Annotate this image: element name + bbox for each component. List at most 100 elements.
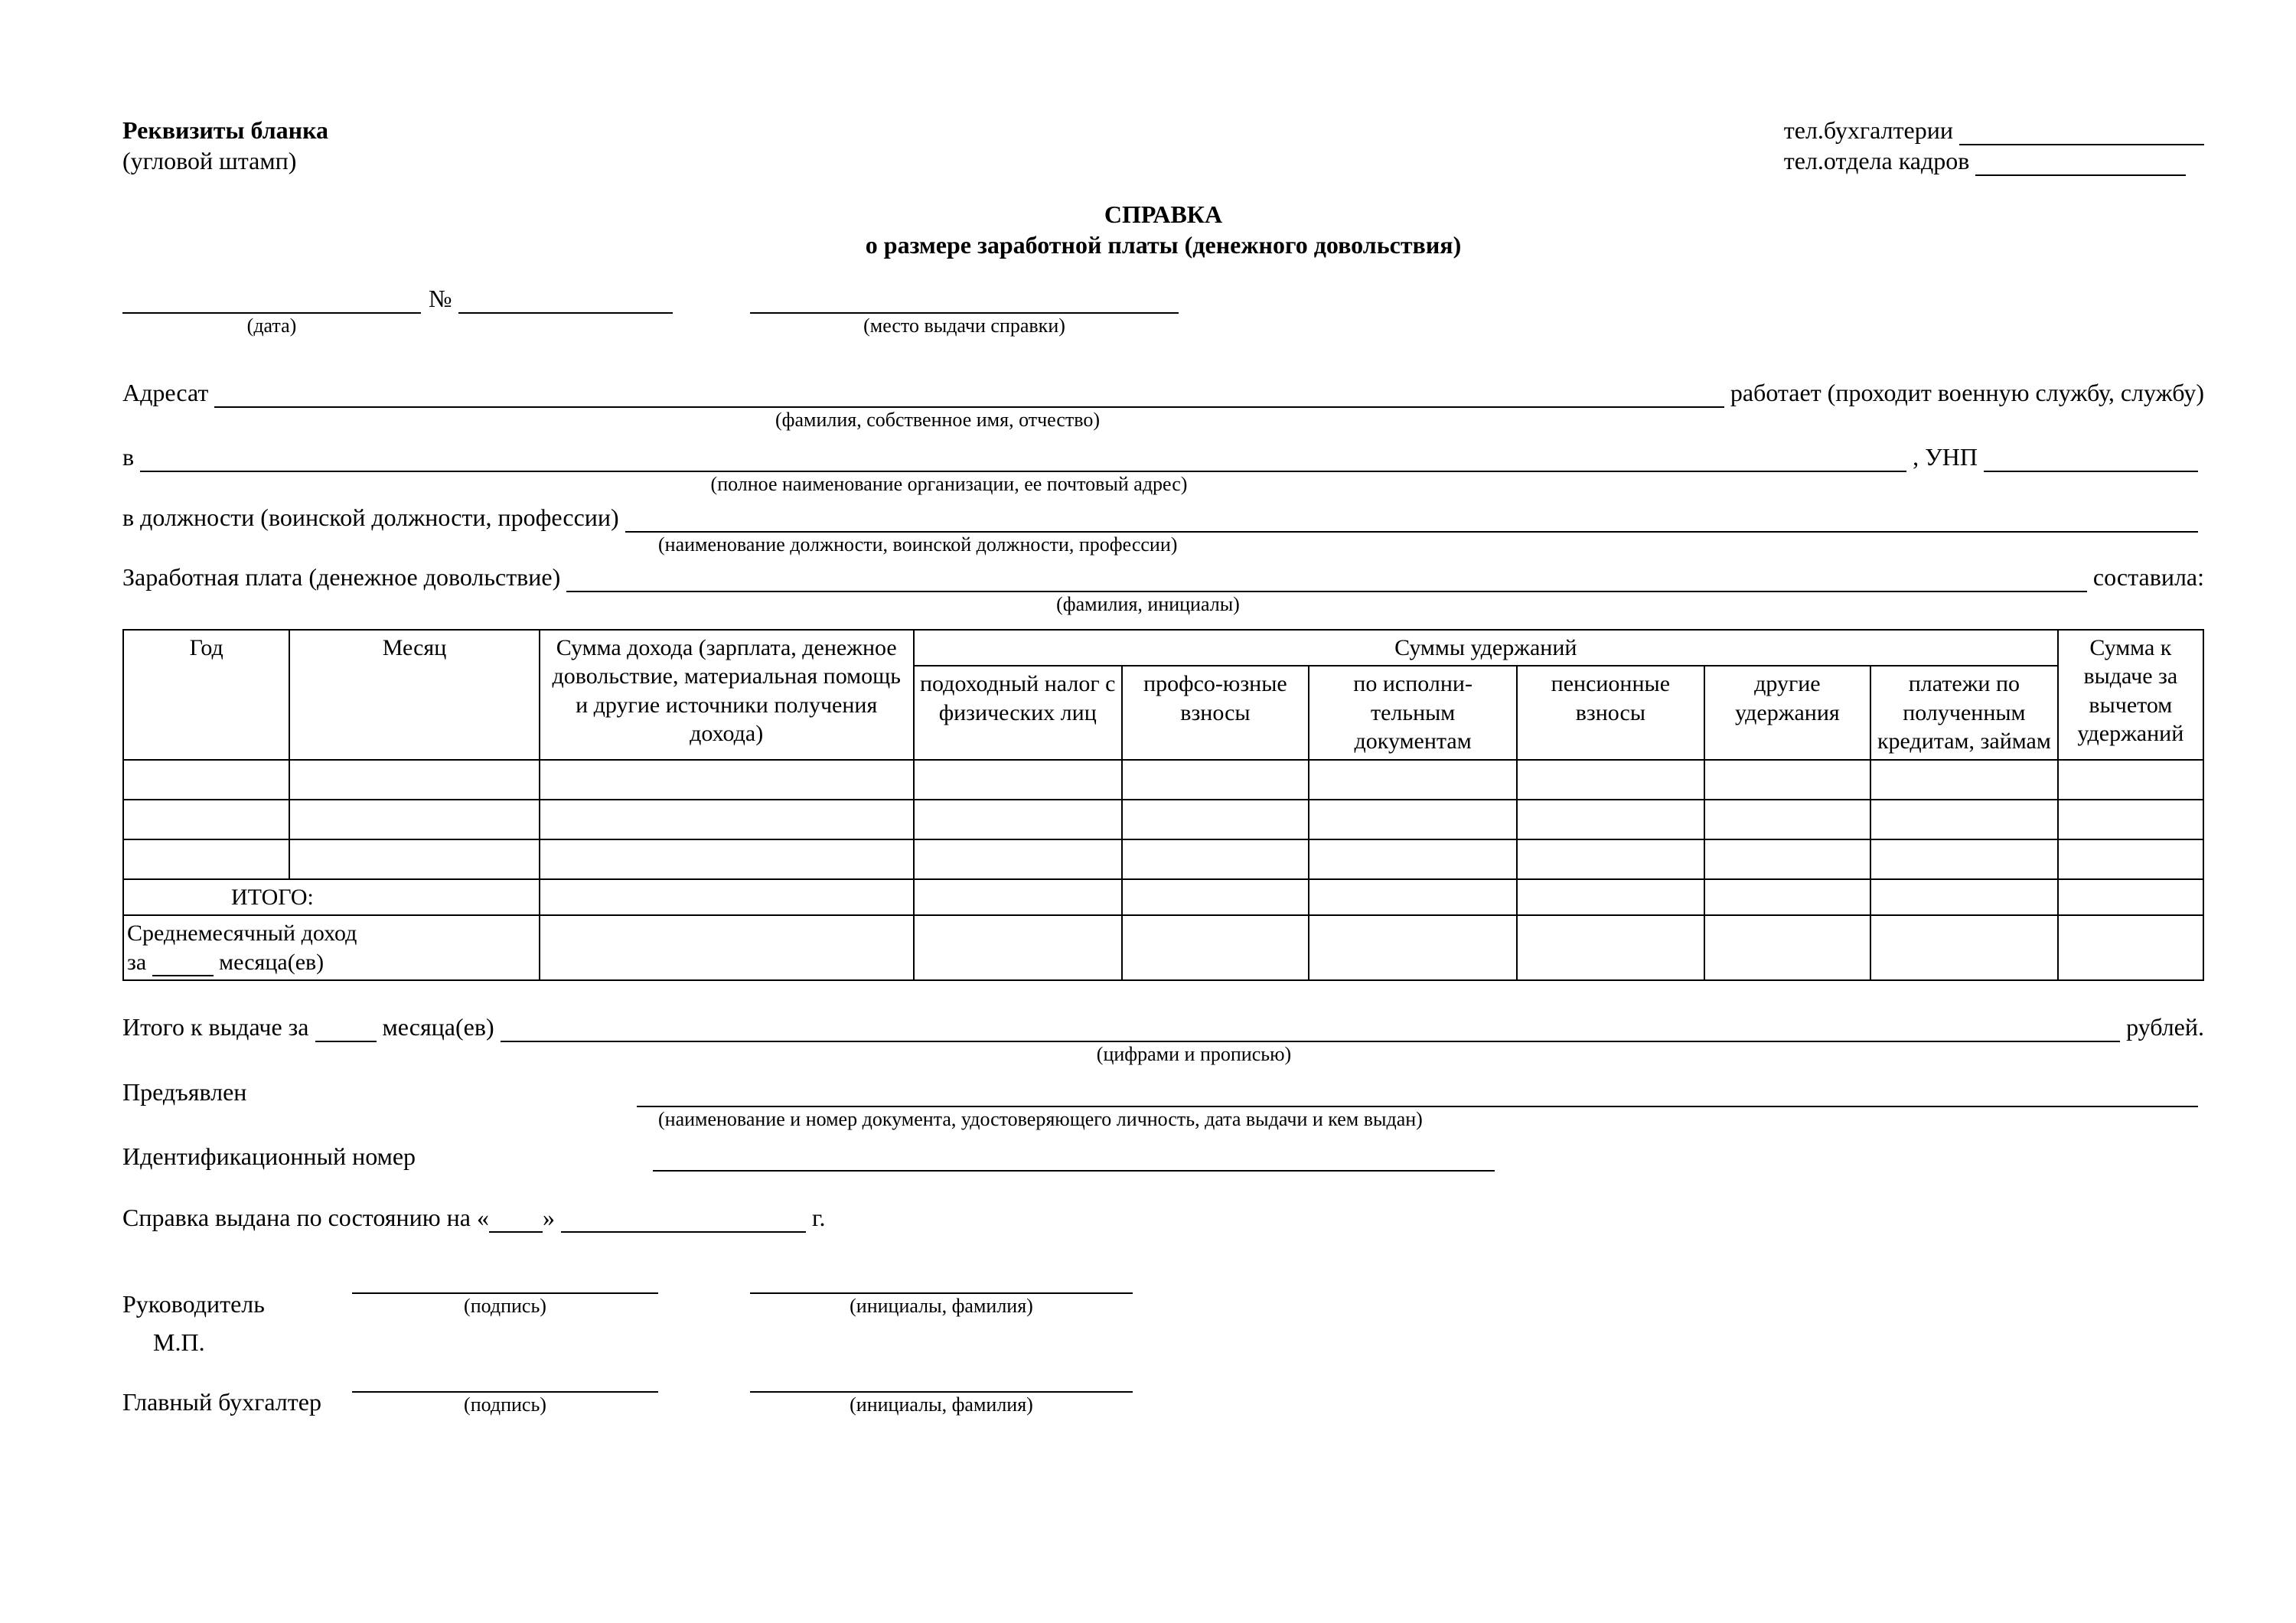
position-line: в должности (воинской должности, професс… <box>122 502 2204 533</box>
cell-avg-pension[interactable] <box>1517 915 1704 980</box>
organization-line: в , УНП <box>122 442 2204 472</box>
cell-total-pension[interactable] <box>1517 879 1704 916</box>
table-cell[interactable] <box>1122 760 1309 800</box>
number-field[interactable] <box>458 285 673 314</box>
row-average: Среднемесячный доход за месяца(ев) <box>123 915 2203 980</box>
cell-total-income[interactable] <box>540 879 914 916</box>
grand-total-mid: месяца(ев) <box>383 1012 494 1042</box>
head-label: Руководитель <box>122 1289 352 1319</box>
row-total: ИТОГО: <box>123 879 2203 916</box>
salary-table-body <box>123 760 2203 879</box>
header-right: тел.бухгалтерии тел.отдела кадров <box>1784 115 2204 176</box>
place-field[interactable] <box>750 285 1179 314</box>
table-cell[interactable] <box>289 800 539 839</box>
th-union: профсо-юзные взносы <box>1122 666 1309 760</box>
table-cell[interactable] <box>1517 800 1704 839</box>
table-cell[interactable] <box>1122 800 1309 839</box>
head-initials-field[interactable] <box>750 1266 1133 1294</box>
place-column: (место выдачи справки) <box>750 283 1179 339</box>
cell-avg-union[interactable] <box>1122 915 1309 980</box>
table-cell[interactable] <box>1122 839 1309 879</box>
sostavila-label: составила: <box>2093 562 2204 592</box>
cell-avg-income[interactable] <box>540 915 914 980</box>
avg-months-field[interactable] <box>152 950 214 976</box>
phone-accounting-field[interactable] <box>1959 117 2204 145</box>
issued-day-field[interactable] <box>489 1204 543 1233</box>
table-cell[interactable] <box>123 839 289 879</box>
table-cell[interactable] <box>123 800 289 839</box>
corner-stamp-label: (угловой штамп) <box>122 145 328 176</box>
table-cell[interactable] <box>2058 839 2203 879</box>
cell-total-union[interactable] <box>1122 879 1309 916</box>
table-cell[interactable] <box>914 760 1122 800</box>
id-number-field[interactable] <box>653 1143 1495 1172</box>
table-cell[interactable] <box>914 839 1122 879</box>
th-year: Год <box>123 630 289 760</box>
rubles-label: рублей. <box>2126 1012 2204 1042</box>
th-tax: подоходный налог с физических лиц <box>914 666 1122 760</box>
presented-label: Предъявлен <box>122 1077 246 1107</box>
cell-total-payout[interactable] <box>2058 879 2203 916</box>
addressee-field[interactable] <box>214 379 1724 407</box>
head-signature-line: Руководитель (подпись) (инициалы, фамили… <box>122 1263 2204 1319</box>
chief-acc-label: Главный бухгалтер <box>122 1387 352 1417</box>
table-cell[interactable] <box>1870 760 2058 800</box>
issued-month-field[interactable] <box>561 1204 806 1233</box>
table-cell[interactable] <box>123 760 289 800</box>
table-cell[interactable] <box>289 760 539 800</box>
grand-total-months-field[interactable] <box>315 1014 377 1042</box>
id-number-label: Идентификационный номер <box>122 1141 416 1172</box>
salary-table-footer-rows: ИТОГО: Среднемесячный доход за месяца(ев… <box>123 879 2203 981</box>
table-cell[interactable] <box>289 839 539 879</box>
works-label: работает (проходит военную службу, служб… <box>1730 377 2204 408</box>
table-cell[interactable] <box>1309 839 1517 879</box>
addressee-caption: (фамилия, собственное имя, отчество) <box>222 408 1653 433</box>
head-sign-field[interactable] <box>352 1266 658 1294</box>
table-cell[interactable] <box>1704 800 1870 839</box>
th-pension: пенсионные взносы <box>1517 666 1704 760</box>
cell-total-loan[interactable] <box>1870 879 2058 916</box>
table-cell[interactable] <box>1309 800 1517 839</box>
table-cell[interactable] <box>1517 839 1704 879</box>
cell-total-label: ИТОГО: <box>123 879 540 916</box>
presented-field[interactable] <box>637 1078 2198 1106</box>
table-cell[interactable] <box>540 800 914 839</box>
salary-label: Заработная плата (денежное довольствие) <box>122 562 560 592</box>
date-column: (дата) <box>122 283 421 339</box>
cell-avg-exec[interactable] <box>1309 915 1517 980</box>
cell-total-other[interactable] <box>1704 879 1870 916</box>
table-cell[interactable] <box>1704 760 1870 800</box>
cell-avg-tax[interactable] <box>914 915 1122 980</box>
table-cell[interactable] <box>1309 760 1517 800</box>
table-cell[interactable] <box>1704 839 1870 879</box>
table-cell[interactable] <box>1870 839 2058 879</box>
table-cell[interactable] <box>1517 760 1704 800</box>
date-field[interactable] <box>122 285 421 314</box>
table-cell[interactable] <box>2058 760 2203 800</box>
table-cell[interactable] <box>540 760 914 800</box>
cell-avg-other[interactable] <box>1704 915 1870 980</box>
phone-hr-field[interactable] <box>1975 148 2186 176</box>
table-cell[interactable] <box>914 800 1122 839</box>
cell-total-exec[interactable] <box>1309 879 1517 916</box>
table-cell[interactable] <box>2058 800 2203 839</box>
table-cell[interactable] <box>1870 800 2058 839</box>
organization-field[interactable] <box>140 444 1906 472</box>
head-sign-caption: (подпись) <box>352 1294 658 1319</box>
chief-initials-field[interactable] <box>750 1364 1133 1392</box>
addressee-line: Адресат работает (проходит военную служб… <box>122 377 2204 408</box>
cell-avg-payout[interactable] <box>2058 915 2203 980</box>
place-caption: (место выдачи справки) <box>750 314 1179 339</box>
th-payout: Сумма к выдаче за вычетом удержаний <box>2058 630 2203 760</box>
chief-sign-field[interactable] <box>352 1364 658 1392</box>
table-cell[interactable] <box>540 839 914 879</box>
cell-avg-loan[interactable] <box>1870 915 2058 980</box>
cell-total-tax[interactable] <box>914 879 1122 916</box>
unp-field[interactable] <box>1984 444 2198 472</box>
number-symbol: № <box>429 285 452 312</box>
position-field[interactable] <box>625 504 2198 532</box>
salary-name-field[interactable] <box>566 564 2087 592</box>
presented-caption: (наименование и номер документа, удостов… <box>658 1107 2189 1133</box>
number-column: № <box>429 283 689 339</box>
grand-total-amount-field[interactable] <box>501 1014 2120 1042</box>
